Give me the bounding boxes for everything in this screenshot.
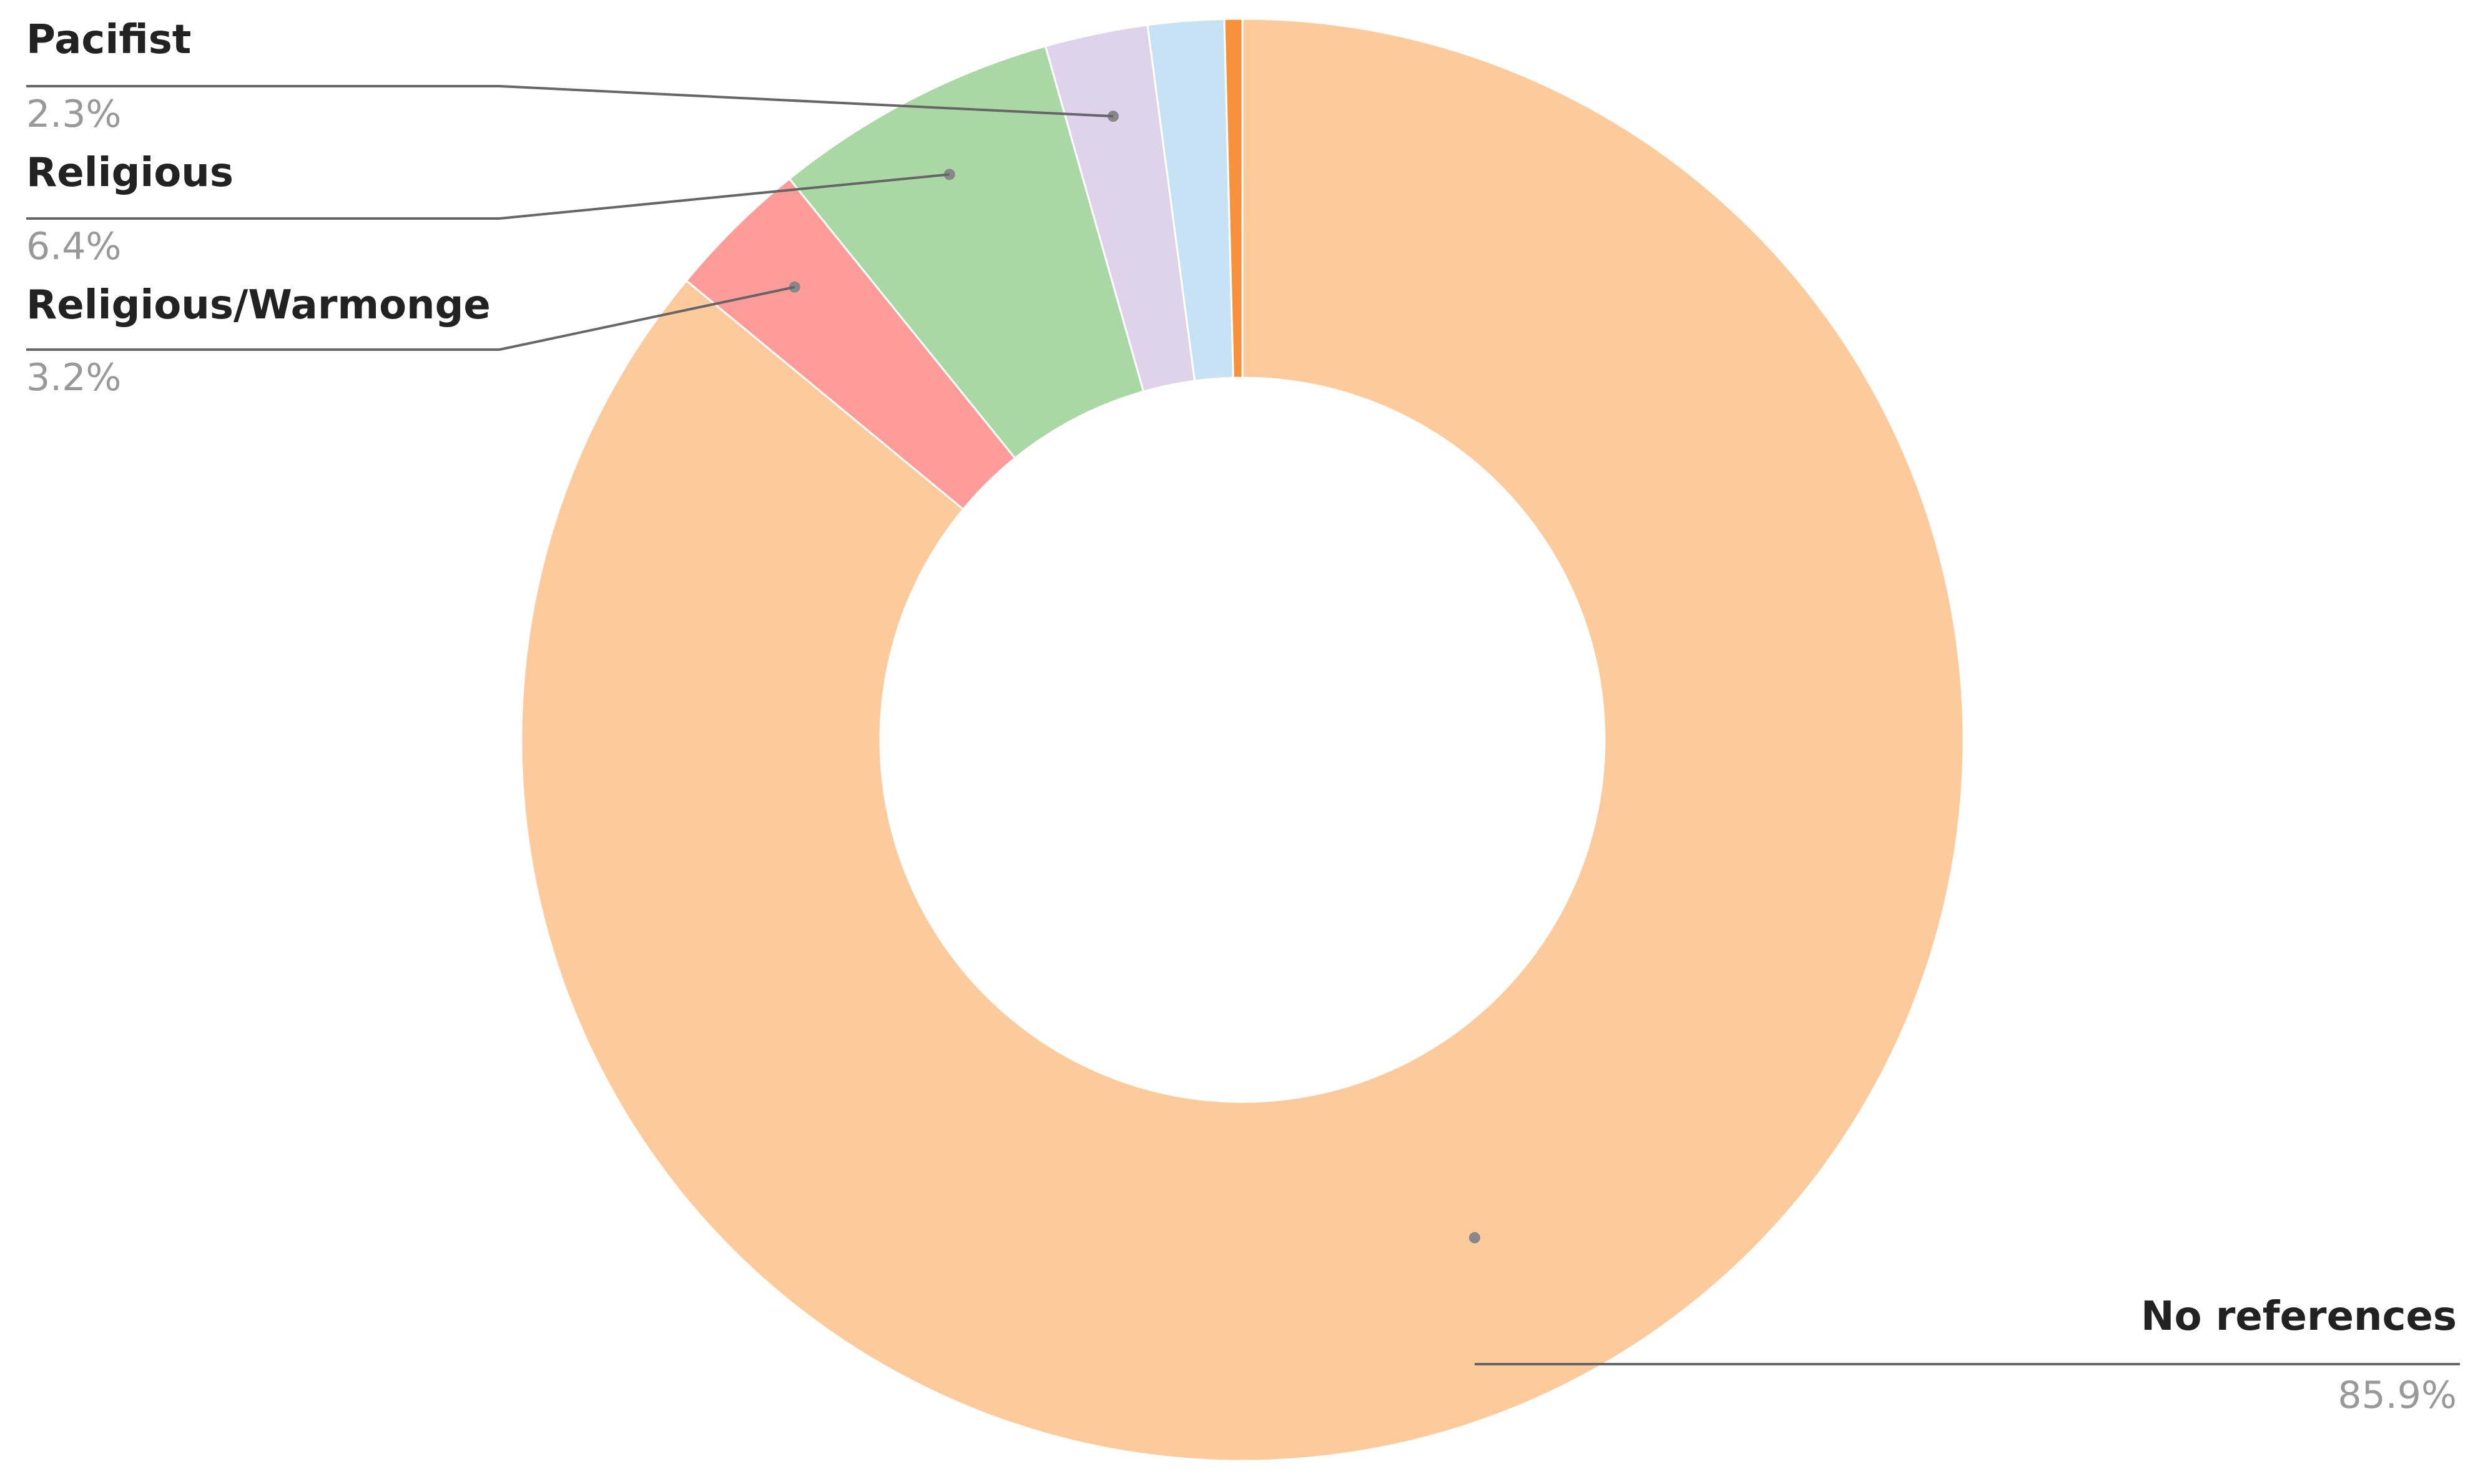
slice-percent-religious-warmonge: 3.2% — [26, 356, 121, 400]
leader-line-pacifist — [26, 85, 1114, 118]
labels-layer: No references 85.9% Religious/Warmonge 3.2%… — [26, 17, 2460, 1417]
slice-label-religious: Religious — [26, 150, 234, 196]
slice-label-no-references: No references — [2141, 1294, 2457, 1340]
slice-label-religious-warmonge: Religious/Warmonge — [26, 282, 491, 328]
leader-line-religious — [26, 173, 950, 220]
leader-line-religious-warmonge — [26, 285, 795, 351]
slices-layer — [520, 17, 1965, 1462]
slice-percent-no-references: 85.9% — [2338, 1373, 2457, 1417]
slice-unlabeled — [1223, 17, 1244, 379]
slice-percent-pacifist: 2.3% — [26, 92, 121, 136]
leader-dot-no-references — [1468, 1232, 1480, 1244]
slice-percent-religious: 6.4% — [26, 225, 121, 268]
slice-religious — [788, 45, 1145, 459]
slice-label-pacifist: Pacifist — [26, 17, 191, 63]
slice-no-references — [520, 17, 1965, 1462]
